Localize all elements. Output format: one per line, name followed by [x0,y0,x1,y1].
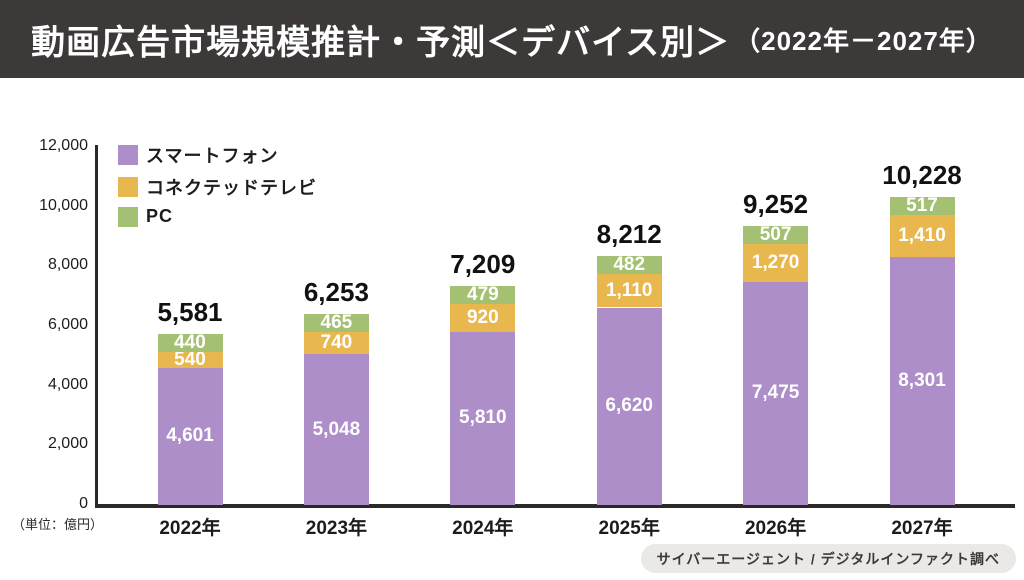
category-label: 2025年 [598,518,660,539]
bar-segment-pc: 507 [743,224,809,246]
legend-item-smartphone: スマートフォン [118,142,317,168]
category-label: 2026年 [744,518,807,539]
legend-label-smartphone: スマートフォン [146,146,279,166]
x-axis-line [95,504,1015,508]
category-label: 2027年 [891,518,953,539]
bar-segment-connected_tv: 920 [450,304,516,332]
y-tick-label: 0 [79,495,88,512]
segment-value-label: 465 [320,312,353,334]
bar-segment-pc: 517 [889,195,955,217]
segment-value-label: 507 [759,224,792,246]
segment-value-label: 740 [320,332,353,354]
y-tick-label: 10,000 [39,196,88,214]
y-tick-label: 12,000 [39,137,88,154]
legend-swatch-pc [118,206,138,227]
total-label: 6,253 [303,277,369,308]
bar-segment-connected_tv: 740 [303,332,369,355]
page-title: 動画広告市場規模推計・予測＜デバイス別＞ [31,23,731,62]
legend-swatch-connected-tv [118,177,138,197]
category-label: 2023年 [305,518,368,539]
page-title-years: （2022年－2027年） [734,25,993,56]
total-label: 8,212 [596,219,662,250]
segment-value-label: 1,270 [751,252,800,274]
legend-item-pc: PC [118,206,317,227]
segment-value-label: 540 [174,348,206,370]
segment-value-label: 1,110 [605,279,653,301]
category-label: 2024年 [452,518,514,539]
y-tick-label: 4,000 [47,375,88,393]
total-label: 5,581 [157,296,223,327]
unit-label: （単位：億円） [12,517,104,532]
total-label: 7,209 [450,249,516,280]
bar-segment-smartphone: 5,810 [450,331,516,505]
segment-value-label: 479 [466,284,499,306]
bar-segment-smartphone: 5,048 [303,354,369,505]
header: 動画広告市場規模推計・予測＜デバイス別＞ （2022年－2027年） [0,0,1024,78]
total-label: 10,228 [882,160,962,191]
bar-segment-pc: 482 [596,254,662,276]
bar-segment-smartphone: 4,601 [157,367,223,505]
bar-segment-connected_tv: 1,110 [596,274,662,308]
y-tick-label: 8,000 [47,256,88,274]
legend-swatch-smartphone [118,145,138,165]
segment-value-label: 5,048 [312,418,361,440]
segment-value-label: 440 [174,331,206,353]
segment-value-label: 517 [906,195,938,217]
segment-value-label: 7,475 [751,382,800,404]
legend: スマートフォン コネクテッドテレビ PC [118,142,317,227]
segment-value-label: 8,301 [898,370,946,392]
y-tick-label: 6,000 [47,316,88,333]
segment-value-label: 4,601 [166,425,214,447]
legend-label-pc: PC [146,206,174,226]
y-tick-label: 2,000 [47,435,88,453]
category-label: 2022年 [159,518,221,539]
bar-segment-smartphone: 6,620 [596,307,662,505]
segment-value-label: 920 [466,306,499,328]
bar-segment-smartphone: 7,475 [743,281,809,505]
segment-value-label: 6,620 [605,395,653,417]
bar-segment-pc: 440 [157,331,223,353]
legend-item-connected-tv: コネクテッドテレビ [118,174,317,200]
bar-segment-connected_tv: 1,270 [743,244,809,282]
total-label: 9,252 [743,189,809,220]
bar-segment-connected_tv: 540 [157,348,223,370]
source-label: サイバーエージェント / デジタルインファクト調べ [656,550,1000,567]
legend-label-connected-tv: コネクテッドテレビ [146,178,317,198]
source-badge: サイバーエージェント / デジタルインファクト調べ [640,544,1016,573]
bar-segment-smartphone: 8,301 [889,257,955,505]
segment-value-label: 482 [613,254,646,276]
segment-value-label: 5,810 [459,407,507,429]
bar-segment-connected_tv: 1,410 [889,215,955,258]
bar-segment-pc: 465 [303,312,369,334]
segment-value-label: 1,410 [898,225,946,247]
bar-segment-pc: 479 [450,284,516,306]
y-axis-line [95,145,98,507]
